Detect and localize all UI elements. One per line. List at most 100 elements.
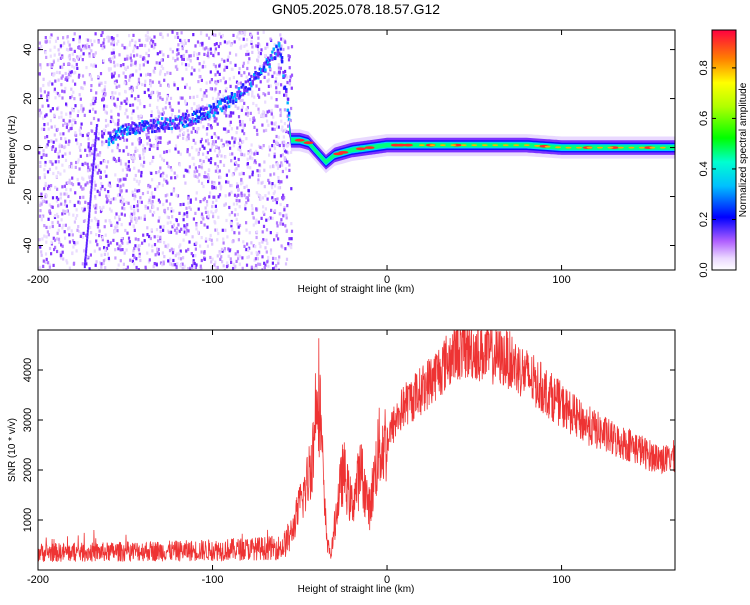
spectrogram-noise-cell — [157, 198, 160, 202]
spectrogram-noise-cell — [205, 237, 208, 241]
spectrogram-noise-cell — [187, 133, 190, 137]
spectrogram-trace-cell — [208, 104, 211, 108]
spectrogram-noise-cell — [279, 212, 282, 216]
spectrogram-noise-cell — [269, 165, 272, 169]
spectrogram-noise-cell — [120, 212, 123, 216]
spectrogram-noise-cell — [175, 193, 178, 197]
spectrogram-trace-cell — [255, 76, 259, 80]
spectrogram-noise-cell — [112, 119, 115, 123]
spectrogram-noise-cell — [262, 144, 265, 148]
spectrogram-noise-cell — [238, 119, 242, 124]
spectrogram-noise-cell — [151, 244, 154, 248]
spectrogram-noise-cell — [125, 101, 128, 106]
spectrogram-noise-cell — [88, 46, 91, 50]
spectrogram-noise-cell — [218, 169, 221, 173]
spectrogram-noise-cell — [183, 230, 186, 234]
spectrogram-noise-cell — [166, 221, 169, 225]
spectrogram-noise-cell — [255, 235, 258, 240]
spectrogram-noise-cell — [179, 264, 182, 268]
spectrogram-noise-cell — [137, 238, 140, 242]
spectrogram-noise-cell — [209, 124, 212, 128]
spectrogram-noise-cell — [166, 97, 169, 101]
spectrogram-peak — [355, 147, 366, 151]
spectrogram-noise-cell — [207, 179, 210, 184]
spectrogram-noise-cell — [66, 78, 69, 82]
spectrogram-noise-cell — [105, 111, 108, 115]
spectrogram-noise-cell — [283, 149, 287, 153]
spectrogram-noise-cell — [105, 200, 108, 204]
spectrogram-noise-cell — [205, 94, 208, 98]
spectrogram-noise-cell — [288, 78, 292, 83]
spectrogram-noise-cell — [228, 213, 231, 217]
spectrogram-trace-cell — [139, 126, 143, 130]
spectrogram-trace-cell — [94, 144, 97, 148]
spectrogram-noise-cell — [211, 242, 214, 246]
spectrogram-noise-cell — [71, 123, 74, 127]
spectrogram-trace-cell — [155, 123, 158, 127]
spectrogram-noise-cell — [111, 56, 114, 60]
spectrogram-noise-cell — [184, 41, 187, 45]
spectrogram-noise-cell — [89, 180, 92, 184]
spectrogram-noise-cell — [42, 149, 45, 153]
spectrogram-noise-cell — [45, 200, 48, 204]
spectrogram-noise-cell — [51, 147, 54, 151]
spectrogram-noise-cell — [219, 187, 222, 191]
spectrogram-noise-cell — [148, 147, 151, 151]
spectrogram-noise-cell — [172, 187, 176, 191]
spectrogram-trace-cell — [165, 122, 168, 125]
spectrogram-noise-cell — [194, 211, 197, 215]
spectrogram-noise-cell — [118, 244, 121, 248]
spectrogram-noise-cell — [59, 132, 62, 136]
spectrogram-noise-cell — [199, 88, 202, 92]
spectrogram-noise-cell — [56, 92, 60, 96]
spectrogram-noise-cell — [164, 194, 167, 198]
spectrogram-noise-cell — [244, 207, 247, 211]
spectrogram-noise-cell — [184, 181, 187, 185]
spectrogram-noise-cell — [257, 51, 260, 55]
spectrogram-noise-cell — [187, 229, 190, 233]
spectrogram-noise-cell — [68, 57, 71, 61]
spectrogram-noise-cell — [184, 101, 187, 105]
spectrogram-noise-cell — [235, 85, 238, 89]
spectrogram-noise-cell — [74, 133, 77, 137]
spectrogram-noise-cell — [229, 184, 232, 188]
spectrogram-noise-cell — [133, 246, 136, 251]
spectrogram-trace-cell — [215, 108, 218, 112]
spectrogram-noise-cell — [275, 264, 278, 268]
snr-series-line — [38, 330, 675, 562]
spectrogram-trace-cell — [250, 74, 253, 78]
spectrogram-trace-cell — [271, 56, 274, 60]
spectrogram-noise-cell — [39, 214, 42, 218]
spectrogram-peak — [294, 138, 305, 142]
spectrogram-noise-cell — [258, 250, 261, 254]
spectrogram-noise-cell — [261, 240, 264, 244]
spectrogram-noise-cell — [133, 204, 136, 209]
spectrogram-noise-cell — [164, 244, 167, 248]
spectrogram-trace-cell — [261, 69, 264, 72]
spectrogram-noise-cell — [179, 249, 182, 253]
spectrogram-noise-cell — [193, 265, 196, 269]
spectrogram-noise-cell — [75, 160, 78, 165]
spectrogram-noise-cell — [200, 181, 204, 185]
spectrogram-trace-cell — [272, 47, 275, 51]
spectrogram-noise-cell — [230, 159, 233, 163]
spectrogram-noise-cell — [222, 76, 225, 80]
spectrogram-noise-cell — [102, 205, 105, 209]
spectrogram-trace-cell — [269, 54, 273, 58]
spectrogram-noise-cell — [45, 113, 48, 117]
spectrogram-noise-cell — [254, 221, 257, 225]
spectrogram-noise-cell — [121, 206, 124, 210]
spectrogram-noise-cell — [133, 216, 136, 220]
spectrogram-noise-cell — [258, 241, 261, 246]
spectrogram-trace-cell — [114, 132, 118, 136]
spectrogram-trace-cell — [91, 176, 94, 180]
spectrogram-noise-cell — [56, 127, 59, 132]
spectrogram-noise-cell — [181, 262, 184, 266]
spectrogram-noise-cell — [88, 52, 91, 56]
spectrogram-noise-cell — [61, 144, 64, 149]
spectrogram-noise-cell — [71, 183, 75, 187]
spectrogram-noise-cell — [208, 237, 211, 241]
spectrogram-noise-cell — [215, 42, 218, 46]
spectrogram-noise-cell — [202, 125, 205, 129]
spectrogram-noise-cell — [238, 262, 241, 266]
